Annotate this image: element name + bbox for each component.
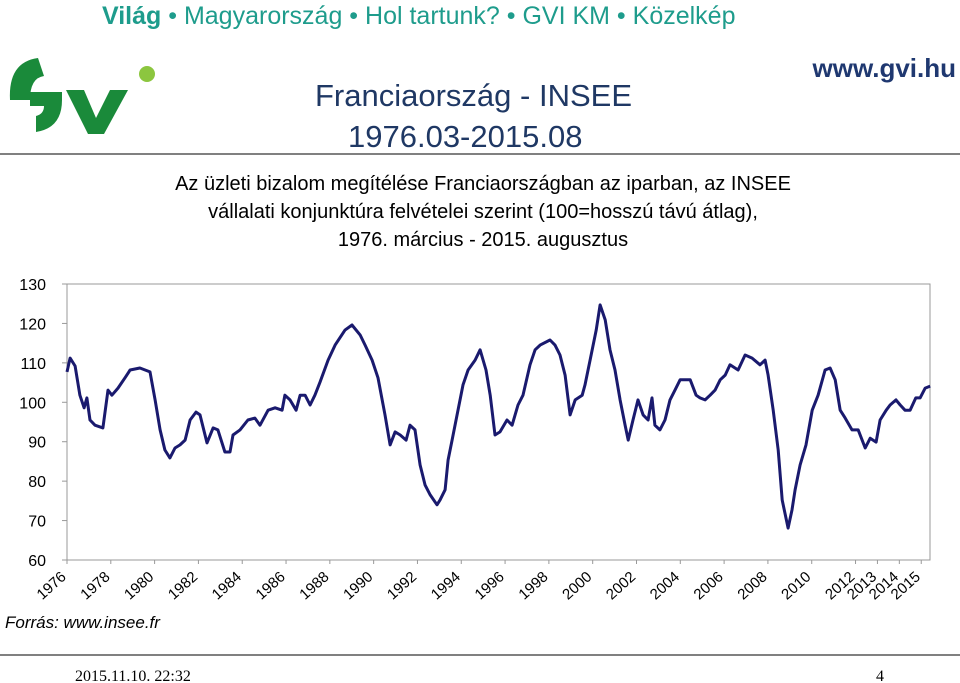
x-tick-label: 2000 [559,568,595,603]
site-link[interactable]: www.gvi.hu [812,53,956,83]
x-tick-label: 2002 [603,568,639,603]
y-tick-label: 100 [19,395,46,412]
series-line [65,303,931,530]
y-tick-label: 90 [28,435,46,452]
x-tick-label: 1994 [428,568,464,603]
x-tick-label: 1984 [209,568,245,603]
x-tick-label: 1990 [340,568,376,603]
x-tick-label: 1996 [472,568,508,603]
y-tick-label: 110 [20,356,46,373]
nav-item[interactable]: GVI KM [522,2,610,30]
chart-title: 1976. március - 2015. augusztus [338,229,628,251]
y-tick-label: 60 [28,553,46,570]
page-title: Franciaország - INSEE [315,78,632,113]
footer-date: 2015.11.10. 22:32 [75,668,191,683]
y-tick-label: 130 [19,277,46,294]
x-tick-label: 1998 [515,568,551,603]
x-tick-label: 2006 [691,568,727,603]
x-tick-label: 2008 [734,568,770,603]
x-tick-label: 1986 [253,568,289,603]
nav-bar: Világ • Magyarország • Hol tartunk? • GV… [102,2,736,30]
x-tick-label: 2010 [778,568,814,603]
chart-title: vállalati konjunktúra felvételei szerint… [208,201,758,223]
nav-item[interactable]: Magyarország [184,2,342,30]
nav-separator: • [342,2,365,30]
x-tick-label: 1982 [165,568,201,603]
x-tick-label: 1978 [77,568,113,603]
y-tick-label: 70 [28,514,46,531]
x-tick-label: 2004 [647,568,683,603]
nav-item[interactable]: Hol tartunk? [365,2,500,30]
page-number: 4 [876,668,884,683]
x-tick-label: 1992 [384,568,420,603]
y-tick-label: 120 [19,316,46,333]
x-tick-label: 1976 [33,568,69,603]
chart-title: Az üzleti bizalom megítélése Franciaorsz… [175,173,791,195]
nav-separator: • [610,2,633,30]
nav-separator: • [161,2,184,30]
nav-item[interactable]: Világ [102,2,161,30]
x-tick-label: 1988 [296,568,332,603]
source: Forrás: www.insee.fr [5,613,161,632]
nav-item[interactable]: Közelkép [633,2,736,30]
nav-separator: • [500,2,523,30]
plot-frame [66,283,931,561]
logo [9,58,155,134]
y-tick-label: 80 [28,474,46,491]
page-subtitle: 1976.03-2015.08 [348,119,582,154]
x-tick-label: 1980 [121,568,157,603]
